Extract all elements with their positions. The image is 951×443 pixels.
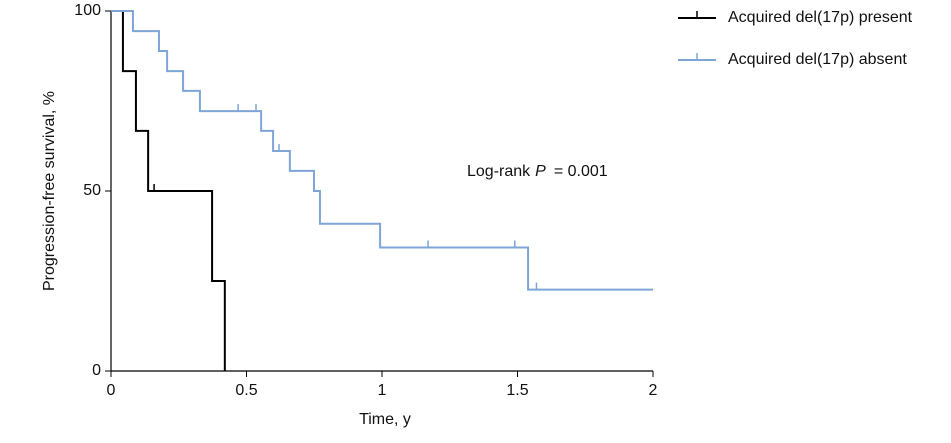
survival-curve <box>111 10 653 291</box>
y-tick-label: 100 <box>74 2 101 19</box>
x-tick-label: 0.5 <box>235 382 257 399</box>
x-tick-label: 2 <box>649 382 658 399</box>
survival-curve <box>111 10 226 371</box>
y-tick-label: 0 <box>92 362 101 379</box>
annotation-text: = 0.001 <box>554 163 608 180</box>
y-tick-label: 50 <box>83 182 101 199</box>
x-tick-label: 1 <box>378 382 387 399</box>
x-tick-label: 1.5 <box>506 382 528 399</box>
annotation-text: Log-rank <box>467 163 531 180</box>
legend-label: Acquired del(17p) present <box>728 9 913 26</box>
x-axis-label: Time, y <box>359 411 411 428</box>
x-tick-label: 0 <box>107 382 116 399</box>
annotation: Log-rank P = 0.001 <box>467 163 608 180</box>
legend-label: Acquired del(17p) absent <box>728 51 907 68</box>
annotation-text: P <box>535 163 546 180</box>
y-axis-label: Progression-free survival, % <box>41 91 58 291</box>
